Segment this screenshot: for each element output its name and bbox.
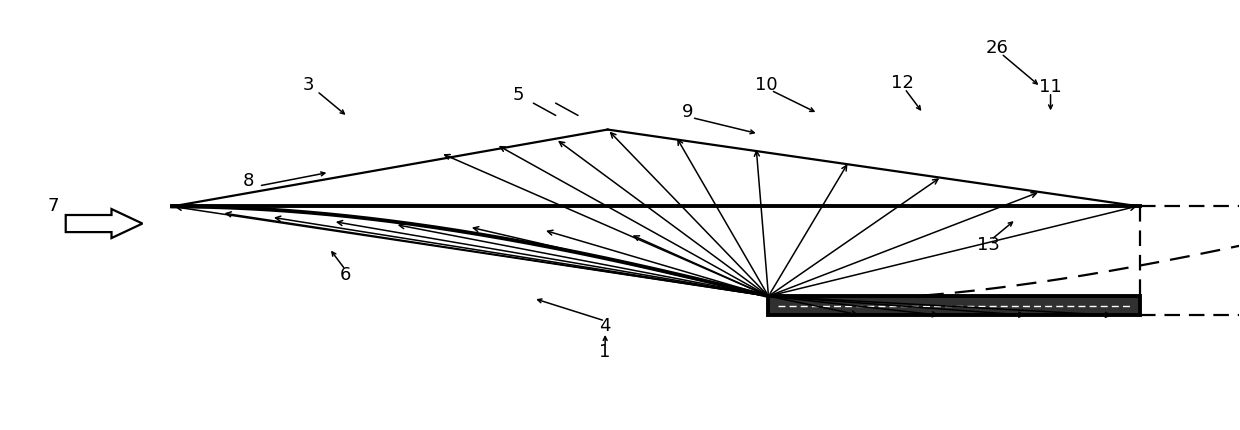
Text: 9: 9 [682, 104, 694, 121]
Text: 5: 5 [513, 86, 525, 104]
Text: 6: 6 [340, 266, 351, 284]
Text: 3: 3 [303, 76, 314, 94]
Polygon shape [172, 206, 1140, 296]
FancyArrow shape [66, 209, 143, 238]
Text: 4: 4 [599, 317, 611, 335]
Text: 1: 1 [599, 343, 611, 361]
Text: 26: 26 [986, 40, 1009, 57]
Polygon shape [172, 129, 1140, 206]
Text: 8: 8 [243, 172, 254, 190]
Text: 10: 10 [755, 76, 777, 94]
Text: 12: 12 [890, 74, 914, 92]
Bar [769, 296, 1140, 315]
Text: 13: 13 [977, 236, 1001, 254]
Text: 7: 7 [47, 197, 60, 215]
Text: 11: 11 [1039, 78, 1061, 96]
